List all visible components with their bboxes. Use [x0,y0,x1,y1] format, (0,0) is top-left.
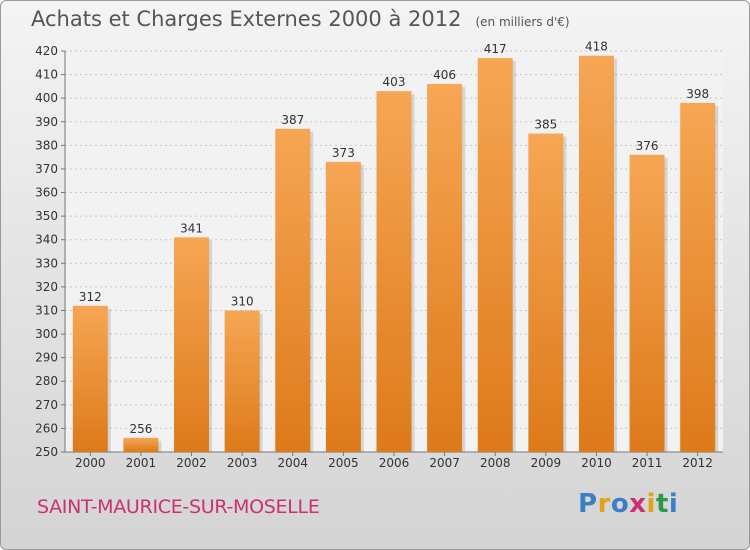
x-tick-label: 2009 [531,456,562,470]
bar-2012[interactable] [680,102,716,453]
bar-2000[interactable] [72,305,108,452]
x-tick-label: 2004 [277,456,308,470]
y-tick-label: 290 [35,351,58,365]
value-label: 312 [79,290,102,304]
x-tick-label: 2008 [480,456,511,470]
x-tick-label: 2007 [429,456,460,470]
bar-2011[interactable] [629,154,665,452]
y-tick-label: 340 [35,233,58,247]
bars [72,55,719,453]
value-label: 385 [534,118,557,132]
x-tick-label: 2012 [682,456,713,470]
value-label: 403 [383,75,406,89]
title-text: Achats et Charges Externes 2000 à 2012 [31,7,462,31]
value-label: 373 [332,146,355,160]
x-tick-label: 2001 [126,456,157,470]
y-tick-label: 270 [35,398,58,412]
y-tick-label: 320 [35,280,58,294]
value-label: 256 [129,422,152,436]
labels: 250 260 270 280 290 300 310 320 330 340 350 360 370 3… [35,40,713,470]
value-label: 341 [180,221,203,235]
x-tick-label: 2002 [176,456,207,470]
bar-2010[interactable] [578,55,614,452]
logo-letter: o [610,489,630,519]
value-label: 417 [484,42,507,56]
value-label: 418 [585,40,608,54]
proxiti-logo[interactable]: Proxiti [578,489,678,519]
x-tick-label: 2006 [379,456,410,470]
x-tick-label: 2003 [227,456,258,470]
chart-title: Achats et Charges Externes 2000 à 2012 (e… [31,7,570,31]
y-tick-label: 310 [35,303,58,317]
bar-2008[interactable] [477,58,513,452]
bar-2005[interactable] [325,161,361,453]
y-tick-label: 410 [35,68,58,82]
city-name: SAINT-MAURICE-SUR-MOSELLE [37,496,320,518]
logo-letter: i [646,489,656,519]
unit-label: (en milliers d'€) [475,15,570,29]
y-tick-label: 360 [35,186,58,200]
y-tick-label: 370 [35,162,58,176]
bar-2006[interactable] [376,91,412,452]
value-label: 406 [433,68,456,82]
bar-2004[interactable] [275,128,311,452]
value-label: 310 [231,294,254,308]
bar-2007[interactable] [427,84,463,452]
y-tick-label: 300 [35,327,58,341]
y-tick-label: 400 [35,91,58,105]
x-tick-label: 2005 [328,456,359,470]
logo-letter: i [668,489,679,519]
y-tick-label: 390 [35,115,58,129]
value-label: 398 [686,87,709,101]
x-tick-label: 2000 [75,456,106,470]
y-tick-label: 420 [35,44,58,58]
x-tick-label: 2011 [632,456,663,470]
value-label: 387 [281,113,304,127]
y-tick-label: 330 [35,256,58,270]
value-label: 376 [636,139,659,153]
logo-letter: x [629,489,647,519]
logo-letter: r [597,489,611,519]
y-tick-label: 350 [35,209,58,223]
bar-2001[interactable] [123,437,159,452]
bar-2002[interactable] [174,237,210,452]
logo-letter: P [578,489,598,519]
y-tick-label: 380 [35,138,58,152]
logo-letter: t [655,489,669,519]
y-tick-label: 280 [35,374,58,388]
x-tick-label: 2010 [581,456,612,470]
bar-2003[interactable] [224,310,260,452]
bar-2009[interactable] [528,133,564,452]
y-tick-label: 260 [35,421,58,435]
y-tick-label: 250 [35,445,58,459]
